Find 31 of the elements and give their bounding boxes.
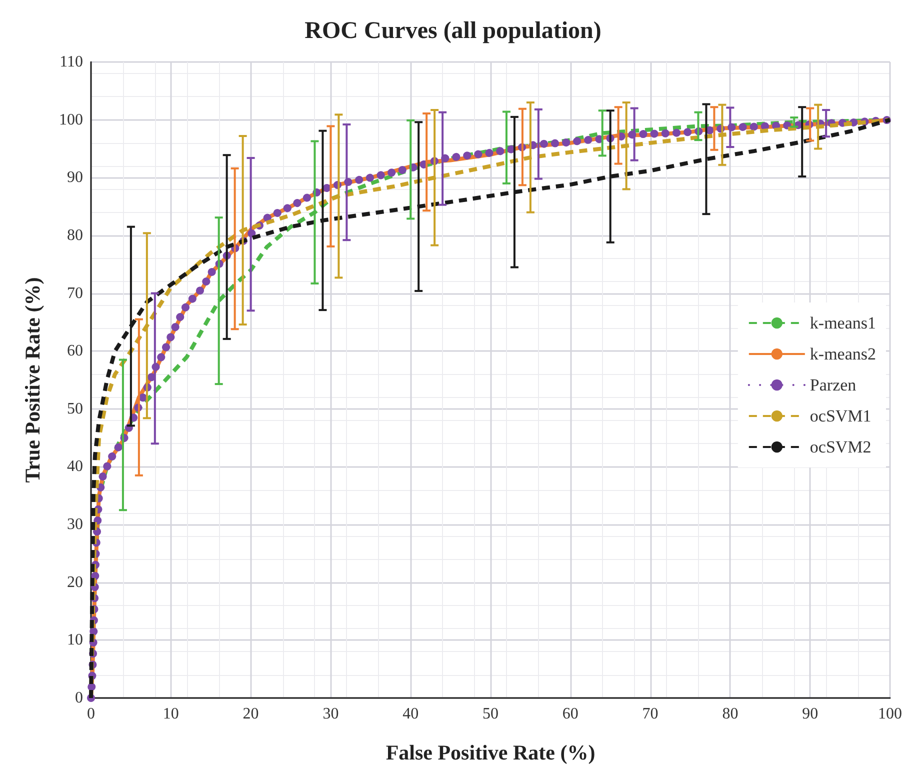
legend-label: ocSVM1: [810, 406, 872, 426]
y-axis-title: True Positive Rate (%): [20, 277, 44, 483]
legend-label: ocSVM2: [810, 438, 872, 456]
y-tick-label: 70: [67, 284, 83, 302]
y-tick-label: 90: [67, 169, 83, 186]
x-tick-label: 30: [322, 706, 339, 722]
x-tick-label: 50: [482, 706, 498, 722]
chart-title: ROC Curves (all population): [304, 18, 602, 44]
legend-label: k-means1: [810, 314, 876, 332]
legend-label: k-means2: [810, 344, 876, 364]
x-tick-label: 80: [722, 706, 738, 722]
y-tick-label: 100: [59, 111, 83, 128]
y-tick-label: 40: [67, 458, 83, 476]
legend-label: Parzen: [810, 376, 857, 394]
y-tick-label: 0: [75, 690, 83, 706]
x-axis-title: False Positive Rate (%): [386, 740, 596, 764]
x-tick-label: 60: [562, 706, 578, 722]
x-tick-label: 70: [642, 706, 658, 722]
y-tick-label: 10: [67, 632, 83, 649]
y-tick-label: 30: [67, 516, 83, 534]
y-tick-label: 20: [67, 574, 83, 591]
x-tick-label: 90: [802, 706, 818, 722]
y-tick-label: 60: [67, 342, 83, 360]
y-tick-label: 80: [67, 226, 83, 244]
y-tick-label: 50: [67, 400, 83, 418]
x-tick-label: 0: [87, 706, 95, 722]
x-tick-label: 40: [402, 706, 419, 722]
x-tick-label: 100: [878, 706, 902, 722]
x-tick-label: 20: [242, 706, 259, 722]
x-tick-label: 10: [162, 706, 179, 722]
y-tick-label: 110: [60, 54, 83, 70]
